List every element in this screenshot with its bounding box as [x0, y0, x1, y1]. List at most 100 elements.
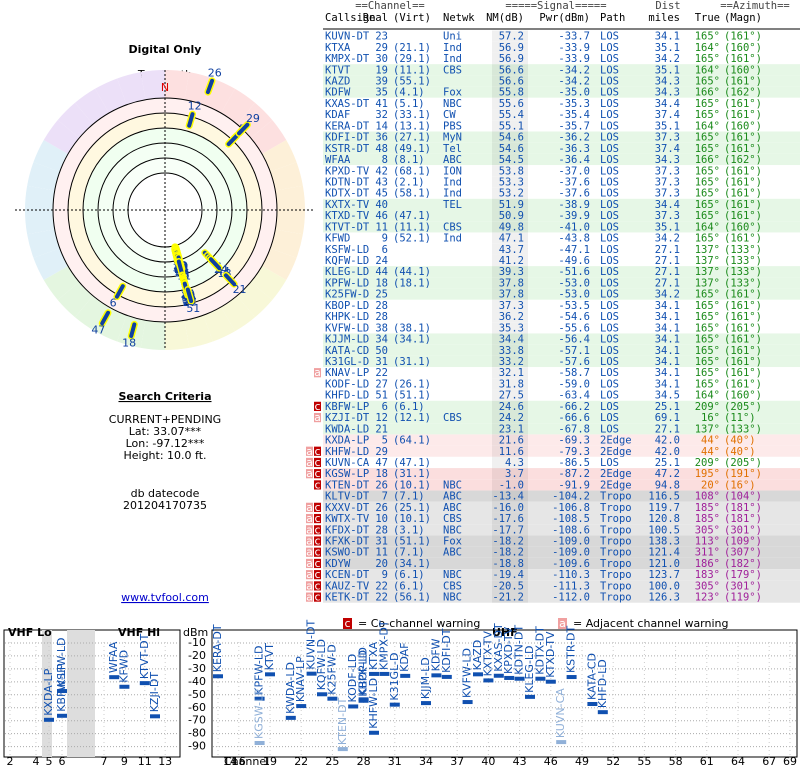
table-cell: Tropo — [600, 491, 632, 503]
band-label: VHF Lo — [8, 626, 52, 639]
signal-bar — [369, 730, 379, 735]
table-cell: LOS — [600, 289, 619, 301]
table-cell: 34.1 — [655, 356, 680, 368]
warning-letter: a — [306, 579, 313, 592]
table-cell: Uni — [443, 31, 462, 43]
signal-bar — [421, 701, 431, 706]
warning-letter: a — [306, 445, 313, 458]
table-cell: LOS — [600, 176, 619, 188]
warning-box — [306, 502, 313, 512]
table-cell: (16°) — [724, 479, 756, 491]
table-cell: -33.7 — [558, 31, 590, 43]
warning-letter: c — [314, 546, 320, 559]
signal-label: KTVT-DT — [138, 633, 151, 679]
warning-box — [314, 570, 321, 580]
table-cell: (4.1) — [393, 87, 425, 99]
warning-letter: a — [306, 456, 313, 469]
table-cell: LOS — [600, 423, 619, 435]
warning-letter: a — [306, 512, 313, 525]
table-cell: CBS — [443, 412, 462, 424]
table-cell: KXXV-DT — [325, 502, 370, 514]
table-cell: -17.7 — [492, 524, 524, 536]
table-row — [323, 142, 800, 154]
x-tick-label: 13 — [158, 755, 172, 768]
table-cell: 27 — [375, 378, 388, 390]
table-cell: -66.6 — [558, 412, 590, 424]
signal-label: KQFW-LD — [315, 639, 328, 690]
table-cell: KHFD-LD — [325, 390, 369, 402]
nm-shade — [492, 535, 528, 547]
table-cell: LOS — [600, 390, 619, 402]
table-cell: KDAF — [325, 109, 350, 121]
table-cell: (3.1) — [393, 524, 425, 536]
site-link[interactable]: www.tvfool.com — [121, 591, 209, 604]
table-cell: 2Edge — [600, 446, 632, 458]
table-cell: 34.1 — [655, 334, 680, 346]
table-cell: 34.1 — [655, 367, 680, 379]
y-tick-label: -60 — [188, 701, 206, 714]
table-cell: 137° — [695, 244, 720, 256]
table-cell: 19 — [375, 64, 388, 76]
signal-label: KGSW-LP — [253, 689, 266, 739]
table-cell: 47.1 — [499, 233, 524, 245]
table-cell: (161°) — [724, 75, 762, 87]
warning-box — [314, 457, 321, 468]
table-cell: (31.1) — [393, 356, 431, 368]
table-cell: (104°) — [724, 491, 762, 503]
table-cell: 165° — [695, 311, 720, 323]
table-cell: 33.2 — [499, 356, 524, 368]
x-tick-label: 2 — [7, 755, 14, 768]
column-header: (Virt) — [393, 12, 431, 24]
table-row — [323, 176, 800, 188]
table-cell: KWDA-LD — [325, 423, 369, 435]
table-cell: 165° — [695, 31, 720, 43]
table-cell: LOS — [600, 75, 619, 87]
x-tick-label: 7 — [101, 755, 108, 768]
table-cell: LOS — [600, 143, 619, 155]
table-cell: (161°) — [724, 165, 762, 177]
table-cell: KTVT-DT — [325, 221, 370, 233]
column-header: miles — [648, 12, 680, 24]
station-channel: 12 — [188, 99, 202, 112]
table-cell: 27.1 — [655, 423, 680, 435]
station-channel: 47 — [91, 323, 105, 336]
table-cell: 21.6 — [499, 435, 524, 447]
table-cell: 24 — [375, 255, 388, 267]
warning-letter: a — [306, 467, 313, 480]
table-cell: 165° — [695, 53, 720, 65]
table-cell: -21.2 — [492, 592, 524, 604]
warning-box — [314, 412, 321, 423]
x-tick-label: 69 — [783, 755, 797, 768]
table-cell: 16° — [701, 412, 720, 424]
table-cell: -35.3 — [558, 98, 590, 110]
table-cell: LOS — [600, 199, 619, 211]
table-cell: LOS — [600, 221, 619, 233]
table-cell: (161°) — [724, 378, 762, 390]
warning-box — [306, 558, 313, 569]
column-header: Path — [600, 12, 625, 24]
table-cell: (191°) — [724, 468, 762, 480]
table-cell: 53.2 — [499, 188, 524, 200]
signal-bar — [265, 672, 275, 677]
table-row — [323, 64, 800, 76]
table-cell: CBS — [443, 221, 462, 233]
table-cell: KTEN-DT — [325, 479, 370, 491]
warning-box — [314, 592, 321, 602]
table-cell: 27.5 — [499, 390, 524, 402]
table-cell: 36.2 — [499, 311, 524, 323]
table-cell: (21.1) — [393, 42, 431, 54]
table-row — [323, 569, 800, 581]
table-cell: 41 — [375, 98, 388, 110]
table-cell: 120.8 — [648, 513, 680, 525]
datecode-label: db datecode — [131, 487, 200, 500]
table-cell: 10 — [375, 513, 388, 525]
table-cell: KFDX-DT — [325, 524, 370, 536]
table-cell: KGSW-LP — [325, 468, 369, 480]
station-channel: 29 — [246, 112, 260, 125]
table-cell: ABC — [443, 154, 462, 166]
signal-bar — [337, 747, 348, 752]
table-cell: Tropo — [600, 536, 632, 548]
warning-box — [314, 480, 321, 490]
table-cell: 31 — [375, 356, 388, 368]
table-row — [323, 277, 800, 289]
